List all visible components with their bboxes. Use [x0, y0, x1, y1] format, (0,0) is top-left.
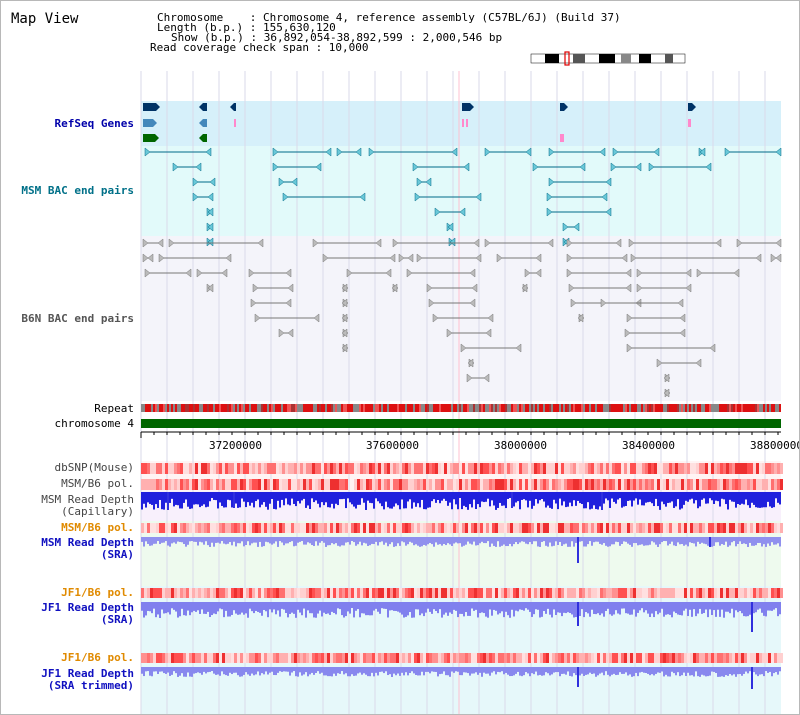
chromosome-info: Chromosome : Chromosome 4, reference ass… — [157, 11, 621, 24]
msm-read-depth-capillary-track[interactable] — [141, 492, 781, 510]
b6n-bac-track[interactable] — [142, 238, 782, 398]
track-label-jf1-read-depth-sra: JF1 Read Depth — [41, 601, 134, 614]
msm-b6-pol-track-1[interactable] — [141, 479, 783, 490]
track-label-msm-read-depth-sra: MSM Read Depth — [41, 536, 134, 549]
chromosome-bar[interactable] — [141, 419, 781, 428]
track-label-msm-read-depth-cap: MSM Read Depth — [41, 493, 134, 506]
jf1-read-depth-trim-track[interactable] — [141, 667, 781, 689]
jf1-b6-pol-track-1[interactable] — [141, 588, 783, 598]
track-label-msm-b6-pol-1: MSM/B6 pol. — [61, 477, 134, 490]
msm-b6-pol-track-2[interactable] — [141, 523, 783, 533]
dbsnp-track[interactable] — [141, 463, 783, 474]
refseq-genes-track[interactable] — [143, 103, 696, 142]
axis-tick-label: 38800000 — [750, 439, 800, 452]
position-axis — [140, 431, 781, 438]
track-label-jf1-sra: (SRA) — [100, 613, 134, 626]
axis-tick-label: 37600000 — [366, 439, 419, 452]
axis-tick-label: 38000000 — [494, 439, 547, 452]
jf1-b6-pol-track-2[interactable] — [141, 653, 783, 663]
repeat-track[interactable] — [141, 404, 781, 412]
page-title: Map View — [11, 11, 79, 27]
msm-bac-track[interactable] — [144, 147, 782, 247]
track-label-chromosome: chromosome 4 — [54, 417, 134, 430]
track-label-sra-trimmed: (SRA trimmed) — [47, 679, 134, 692]
track-label-msm-b6-pol-2: MSM/B6 pol. — [61, 521, 134, 534]
msm-read-depth-sra-track[interactable] — [141, 537, 781, 563]
track-label-jf1-b6-pol-1: JF1/B6 pol. — [61, 586, 134, 599]
track-label-refseq: RefSeq Genes — [54, 117, 134, 130]
coverage-span-info: Read coverage check span : 10,000 — [150, 41, 369, 54]
axis-tick-label: 38400000 — [622, 439, 675, 452]
length-info: Length (b.p.) : 155,630,120 — [157, 21, 336, 34]
show-range-info: Show (b.p.) : 36,892,054-38,892,599 : 2,… — [171, 31, 503, 44]
track-label-jf1-read-depth-trim: JF1 Read Depth — [41, 667, 134, 680]
axis-tick-label: 37200000 — [209, 439, 262, 452]
track-label-b6n-bac: B6N BAC end pairs — [21, 312, 134, 325]
track-label-dbsnp: dbSNP(Mouse) — [54, 461, 134, 474]
track-label-jf1-b6-pol-2: JF1/B6 pol. — [61, 651, 134, 664]
track-label-msm-bac: MSM BAC end pairs — [21, 184, 134, 197]
track-label-repeat: Repeat — [94, 402, 134, 415]
chromosome-ideogram[interactable] — [530, 51, 686, 66]
track-label-capillary: (Capillary) — [61, 505, 134, 518]
track-label-msm-sra: (SRA) — [100, 548, 134, 561]
jf1-read-depth-sra-track[interactable] — [141, 602, 781, 632]
